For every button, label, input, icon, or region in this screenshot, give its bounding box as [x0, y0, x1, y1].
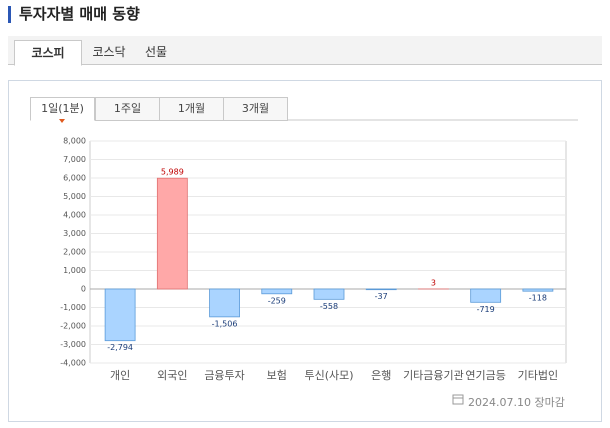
bar	[365, 288, 397, 291]
y-tick-label: 5,000	[63, 192, 86, 201]
y-tick-label: -3,000	[60, 340, 86, 349]
tab[interactable]: 코스피	[14, 40, 82, 66]
bar	[209, 288, 240, 318]
tab[interactable]: 코스닥	[92, 45, 126, 59]
calendar-icon	[452, 394, 464, 405]
bar	[156, 177, 188, 290]
period-tab[interactable]: 1일(1분)	[30, 97, 95, 121]
bar	[522, 288, 554, 292]
x-tick-label: 개인	[110, 369, 130, 382]
tab[interactable]: 선물	[144, 45, 168, 59]
y-tick-label: 2,000	[63, 248, 86, 257]
x-tick-label: 금융투자	[204, 369, 244, 382]
tab-bar	[8, 36, 602, 65]
x-tick-label: 외국인	[157, 369, 187, 382]
value-label: -37	[375, 292, 388, 301]
y-tick-label: 7,000	[63, 155, 86, 164]
value-label: -259	[268, 296, 286, 305]
x-tick-label: 기타금융기관	[403, 369, 464, 382]
x-tick-label: 투신(사모)	[304, 369, 353, 382]
footer-date: 2024.07.10 장마감	[468, 396, 565, 409]
y-tick-label: -4,000	[60, 359, 86, 368]
bar	[261, 288, 293, 295]
y-tick-label: -1,000	[60, 303, 86, 312]
active-marker	[59, 119, 65, 123]
y-tick-label: 8,000	[63, 137, 86, 146]
period-tab[interactable]: 3개월	[223, 97, 288, 121]
y-tick-label: 3,000	[63, 229, 86, 238]
x-tick-label: 보험	[267, 369, 287, 382]
y-tick-label: 4,000	[63, 211, 86, 220]
value-label: -2,794	[107, 343, 133, 352]
x-tick-label: 기타법인	[518, 369, 558, 382]
bar	[104, 288, 136, 342]
y-tick-label: -2,000	[60, 322, 86, 331]
chart-box	[8, 80, 602, 422]
value-label: -1,506	[212, 319, 238, 328]
x-tick-label: 연기금등	[465, 369, 505, 382]
y-tick-label: 1,000	[63, 266, 86, 275]
period-tab[interactable]: 1개월	[159, 97, 224, 121]
y-tick-label: 0	[81, 285, 86, 294]
page-title: 투자자별 매매 동향	[8, 6, 140, 23]
y-tick-label: 6,000	[63, 174, 86, 183]
bar	[470, 288, 502, 303]
value-label: -719	[477, 305, 495, 314]
value-label: 5,989	[161, 168, 184, 177]
bar	[313, 288, 345, 300]
x-tick-label: 은행	[371, 369, 391, 382]
value-label: -558	[320, 302, 338, 311]
value-label: -118	[529, 294, 547, 303]
period-tab[interactable]: 1주일	[95, 97, 160, 121]
value-label: 3	[431, 278, 436, 287]
